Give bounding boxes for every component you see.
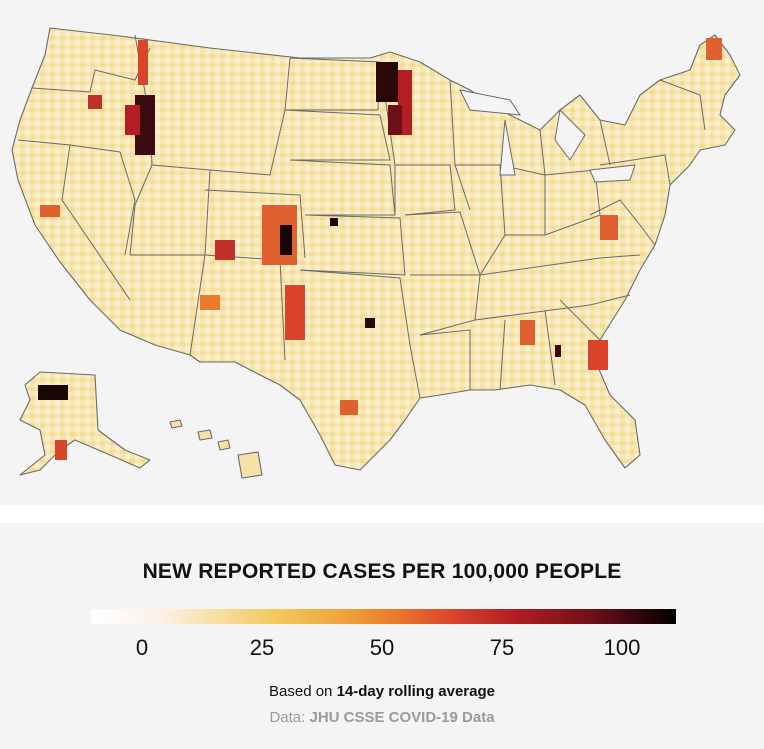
data-source: Data: JHU CSSE COVID-19 Data: [0, 709, 764, 726]
legend-tick-100: 100: [603, 635, 641, 660]
legend: NEW REPORTED CASES PER 100,000 PEOPLE 0 …: [0, 523, 764, 749]
choropleth-map: [11, 27, 741, 479]
averaging-note: Based on 14-day rolling average: [0, 683, 764, 700]
legend-tick-25: 25: [249, 635, 275, 660]
legend-tick-50: 50: [369, 635, 395, 660]
legend-title: NEW REPORTED CASES PER 100,000 PEOPLE: [142, 560, 622, 583]
legend-tick-0: 0: [135, 635, 149, 660]
note-emphasis: 14-day rolling average: [336, 683, 495, 700]
legend-color-scale: [91, 609, 676, 624]
source-name: JHU CSSE COVID-19 Data: [309, 709, 495, 726]
county-hotspots: [40, 38, 722, 415]
us-county-map: [11, 27, 741, 479]
legend-tick-75: 75: [489, 635, 515, 660]
section-divider: [0, 505, 764, 523]
source-label: Data:: [269, 709, 306, 726]
state-borders: [17, 34, 706, 399]
hawaii: [169, 419, 263, 479]
note-prefix: Based on: [269, 683, 337, 700]
great-lakes: [459, 89, 636, 183]
